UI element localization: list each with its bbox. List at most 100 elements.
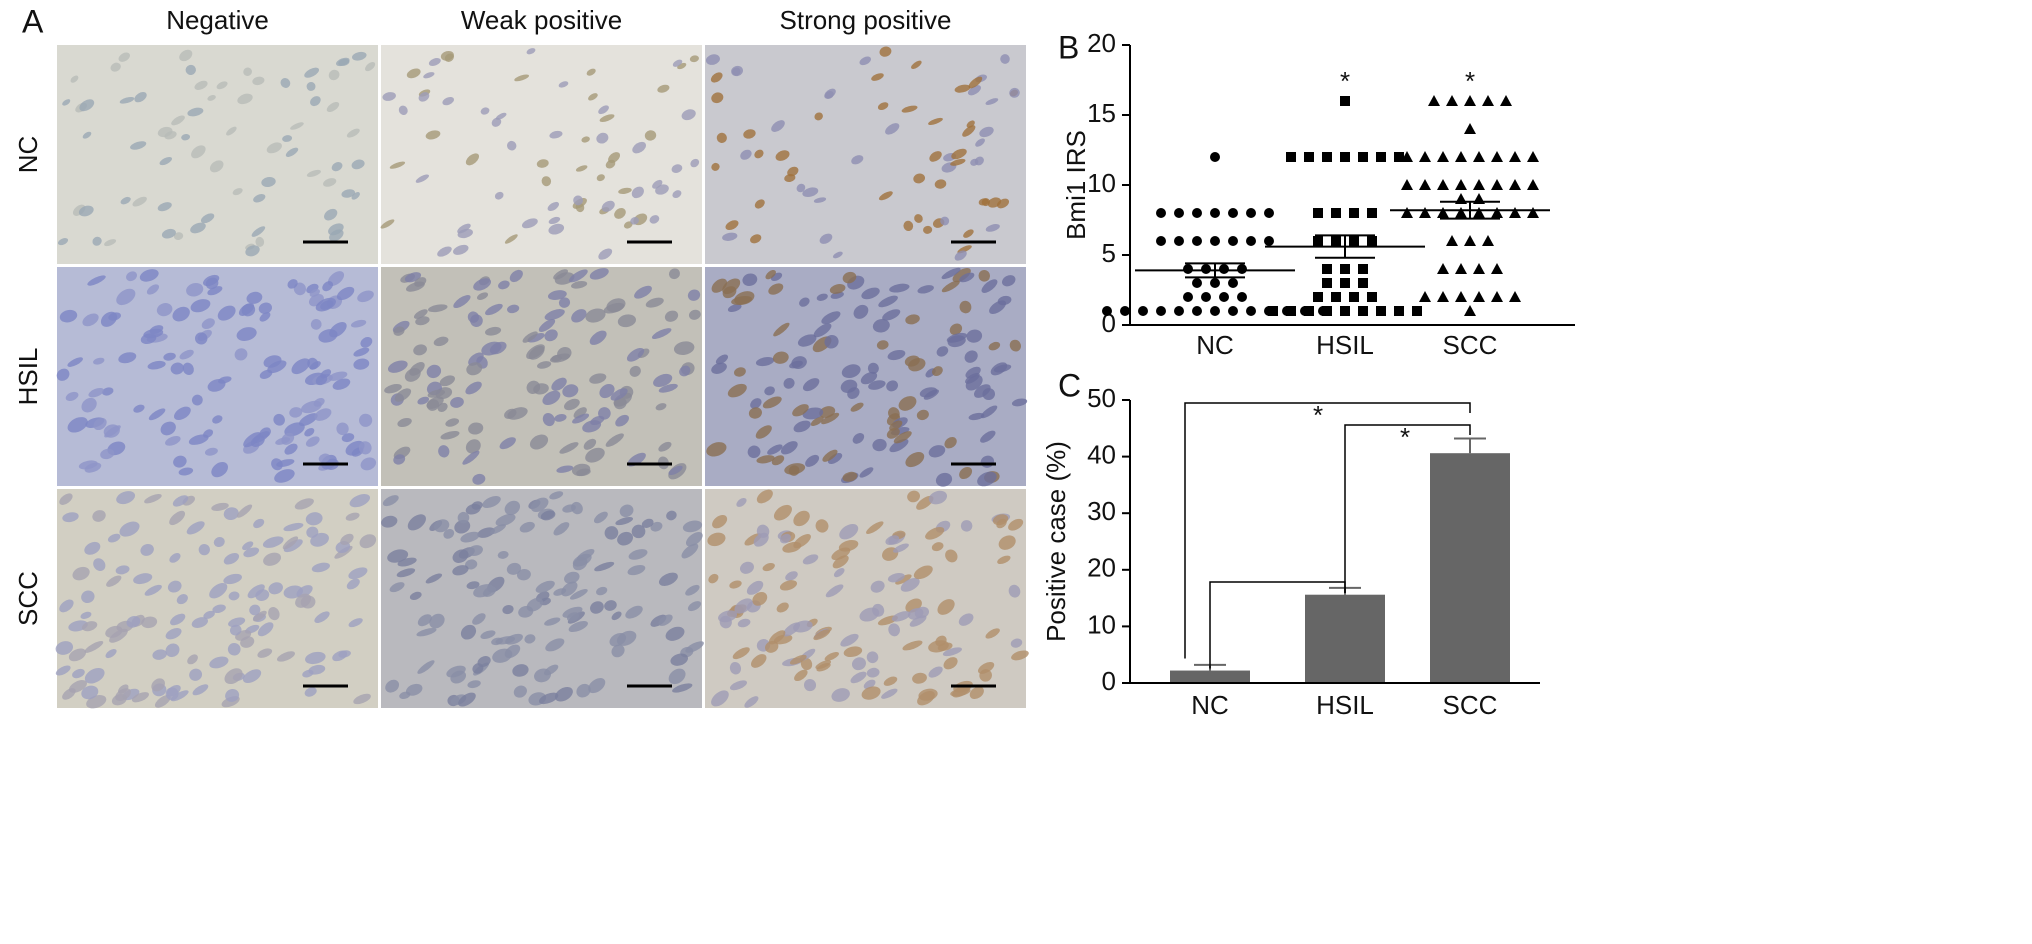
nucleus xyxy=(888,407,900,420)
point xyxy=(1174,306,1184,316)
y-tick-label: 50 xyxy=(1087,383,1116,413)
nucleus xyxy=(314,611,330,624)
nucleus xyxy=(671,164,683,173)
nucleus xyxy=(558,297,571,308)
point xyxy=(1394,306,1404,316)
nucleus xyxy=(603,302,625,314)
nucleus xyxy=(544,329,558,342)
nucleus xyxy=(314,408,332,421)
nucleus xyxy=(506,562,522,575)
nucleus xyxy=(328,69,340,81)
point xyxy=(1358,264,1368,274)
nucleus xyxy=(416,627,437,637)
nucleus xyxy=(672,59,683,67)
point xyxy=(1455,263,1467,274)
nucleus xyxy=(507,140,517,151)
nucleus xyxy=(882,309,901,321)
nucleus xyxy=(504,644,521,659)
nucleus xyxy=(737,618,751,628)
nucleus xyxy=(304,687,317,697)
nucleus xyxy=(604,600,617,611)
nucleus xyxy=(539,692,559,705)
nucleus xyxy=(62,512,79,523)
nucleus xyxy=(645,297,664,308)
nucleus xyxy=(870,580,885,593)
nucleus xyxy=(299,413,318,427)
nucleus xyxy=(267,360,287,374)
nucleus xyxy=(186,521,205,535)
nucleus xyxy=(907,490,920,503)
nucleus xyxy=(495,112,507,120)
nucleus xyxy=(793,420,811,433)
nucleus xyxy=(886,380,899,392)
nucleus xyxy=(170,362,184,375)
nucleus xyxy=(200,213,215,224)
nucleus xyxy=(280,78,291,88)
nucleus xyxy=(225,688,240,702)
nucleus xyxy=(913,173,926,184)
point xyxy=(1437,263,1449,274)
nucleus xyxy=(756,455,775,464)
nucleus xyxy=(596,132,609,144)
nucleus xyxy=(72,566,90,581)
nucleus xyxy=(194,332,208,345)
nucleus xyxy=(482,586,497,597)
nucleus xyxy=(542,413,555,427)
nucleus xyxy=(905,314,920,325)
nucleus xyxy=(893,431,912,444)
point xyxy=(1376,306,1386,316)
nucleus xyxy=(581,136,590,143)
nucleus xyxy=(81,685,99,700)
nucleus xyxy=(755,425,772,439)
nucleus xyxy=(827,453,843,465)
nucleus xyxy=(668,465,683,476)
nucleus xyxy=(743,129,756,139)
nucleus xyxy=(165,687,179,701)
nucleus xyxy=(833,568,845,578)
nucleus xyxy=(789,654,807,665)
nucleus xyxy=(658,572,678,586)
nucleus xyxy=(685,584,700,596)
nucleus xyxy=(815,519,829,533)
nucleus xyxy=(762,563,775,572)
bar xyxy=(1430,453,1510,683)
nucleus xyxy=(985,628,1000,639)
nucleus xyxy=(524,634,536,644)
nucleus xyxy=(490,524,506,535)
nucleus xyxy=(191,617,208,628)
nucleus xyxy=(151,678,165,692)
nucleus xyxy=(59,493,73,505)
nucleus xyxy=(615,517,634,526)
nucleus xyxy=(1008,584,1021,598)
nucleus xyxy=(165,435,181,446)
nucleus xyxy=(751,654,767,668)
nucleus xyxy=(821,412,840,425)
nucleus xyxy=(304,427,315,437)
point xyxy=(1174,236,1184,246)
nucleus xyxy=(672,683,693,693)
point xyxy=(1376,152,1386,162)
nucleus xyxy=(211,502,229,511)
column-header: Negative xyxy=(166,5,269,35)
nucleus xyxy=(417,396,430,405)
nucleus xyxy=(588,93,598,101)
nucleus xyxy=(987,197,1002,208)
nucleus xyxy=(771,120,785,132)
nucleus xyxy=(263,355,282,368)
nucleus xyxy=(658,383,678,393)
nucleus xyxy=(670,653,688,666)
nucleus xyxy=(898,396,917,411)
nucleus xyxy=(732,647,750,660)
point xyxy=(1473,207,1485,218)
nucleus xyxy=(471,501,483,510)
nucleus xyxy=(119,96,135,104)
nucleus xyxy=(107,533,121,543)
nucleus xyxy=(413,344,427,356)
nucleus xyxy=(70,75,79,83)
nucleus xyxy=(243,432,262,448)
nucleus xyxy=(623,221,633,229)
point xyxy=(1509,291,1521,302)
nucleus xyxy=(598,407,611,420)
nucleus xyxy=(589,330,607,345)
nucleus xyxy=(905,452,925,468)
